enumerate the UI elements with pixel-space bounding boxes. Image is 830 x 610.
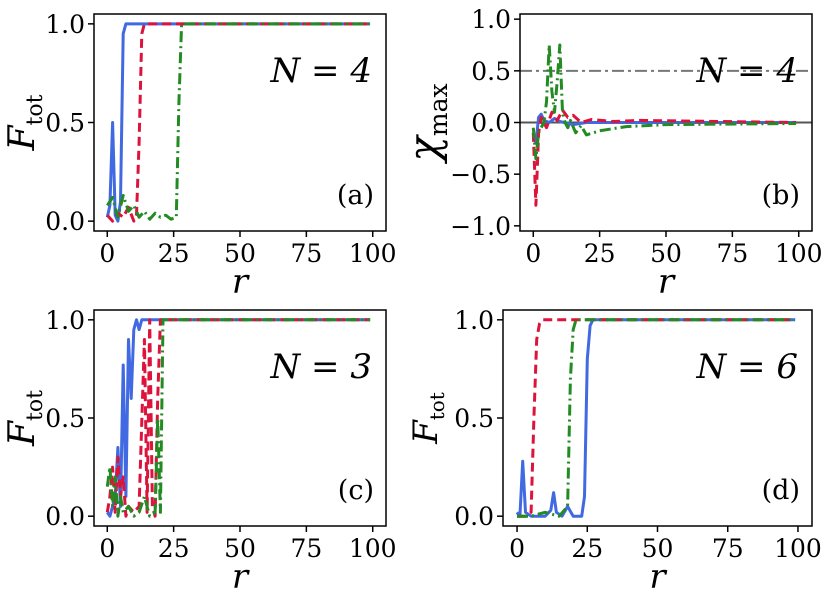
n-annotation: N = 4 [696,51,799,91]
x-tick-label: 100 [349,534,397,563]
y-tick-label: 0.0 [45,207,85,236]
n-annotation: N = 6 [696,347,799,387]
y-tick-label: 1.0 [471,5,511,34]
y-tick-label: 1.0 [45,306,85,335]
x-tick-label: 75 [716,239,748,268]
x-tick-label: 75 [712,534,744,563]
x-tick-label: 75 [290,239,322,268]
x-tick-label: 50 [642,534,674,563]
x-tick-label: 25 [158,534,190,563]
series-line-3 [105,318,371,518]
x-axis-label: r [658,262,676,302]
n-annotation: N = 4 [270,51,373,91]
panel-tag: (b) [762,180,800,211]
y-tick-label: 1.0 [45,10,85,39]
series-line-2 [105,318,371,518]
y-tick-label: 0.5 [45,404,85,433]
n-annotation: N = 3 [270,347,373,387]
x-tick-label: 0 [525,239,541,268]
series-line-3 [106,22,371,221]
series-line-3 [531,43,797,161]
panel-tag: (d) [762,475,800,506]
x-tick-label: 100 [774,534,822,563]
x-axis-label: r [232,262,250,302]
panel-tag: (a) [337,180,374,211]
y-tick-label: 0.0 [454,502,494,531]
y-tick-label: 0.0 [471,109,511,138]
x-tick-label: 25 [571,534,603,563]
x-tick-label: 25 [584,239,616,268]
x-tick-label: 50 [224,534,256,563]
x-tick-label: 0 [509,534,525,563]
panel-d: 0 25 50 75 100 0.0 0.5 1.0 r Ftot N = 6 (d) [406,306,822,597]
x-tick-label: 50 [224,239,256,268]
y-axis-label: Ftot [2,390,48,447]
panel-a: 0 25 50 75 100 0.0 0.5 1.0 r Ftot N = 4 (a) [2,10,397,302]
y-tick-label: 0.5 [471,57,511,86]
y-tick-label: 0.5 [45,109,85,138]
y-tick-label: 0.0 [45,502,85,531]
panel-b: 0 25 50 75 100 −1.0 −0.5 0.0 0.5 1.0 r χmax N = 4 (b) [399,5,823,302]
y-tick-label: −1.0 [450,212,511,241]
x-tick-label: 100 [775,239,823,268]
x-tick-label: 100 [349,239,397,268]
x-tick-label: 50 [650,239,682,268]
x-axis-label: r [649,557,667,597]
series-line-3 [517,318,796,518]
y-tick-label: 1.0 [454,306,494,335]
series-line-1 [531,112,797,145]
y-tick-label: −0.5 [450,160,511,189]
x-tick-label: 75 [290,534,322,563]
x-tick-label: 0 [99,534,115,563]
y-axis-label: Ftot [2,94,48,151]
y-tick-label: 0.5 [454,404,494,433]
y-axis-label: Ftot [406,392,449,445]
panel-c: 0 25 50 75 100 0.0 0.5 1.0 r Ftot N = 3 (c) [2,306,397,597]
series-line-2 [517,318,796,518]
series-line-1 [105,22,371,223]
x-axis-label: r [232,557,250,597]
y-axis-label: χmax [399,83,453,164]
panel-tag: (c) [338,475,374,506]
x-tick-label: 0 [99,239,115,268]
x-tick-label: 25 [158,239,190,268]
